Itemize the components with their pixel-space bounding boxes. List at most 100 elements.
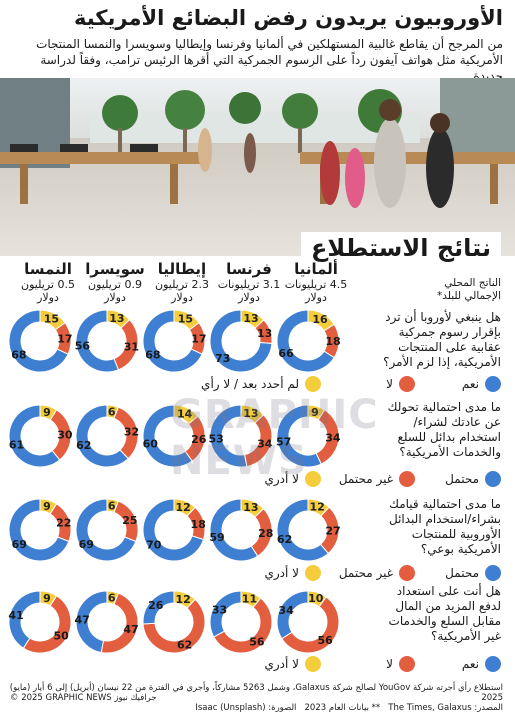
donut-slice — [276, 404, 322, 468]
donut-slice — [209, 309, 273, 373]
country-header-germany: ألمانيا 4.5 تريليونات دولار — [277, 260, 355, 304]
donut-slice — [281, 596, 340, 654]
donut-value-label: 17 — [191, 333, 206, 346]
donut-value-label: 6 — [108, 591, 116, 604]
donut-value-label: 11 — [242, 592, 257, 605]
legend-dot-icon — [399, 471, 415, 487]
legend-label: لا أدري — [264, 472, 299, 486]
country-gdp: 3.1 تريليونات دولار — [217, 278, 281, 304]
donut-slice — [213, 597, 273, 654]
donut-value-label: 9 — [311, 406, 319, 419]
donut-value-label: 57 — [276, 435, 291, 448]
legend-label: محتمل — [445, 472, 479, 486]
legend-question-4: نعم لا لا أدري — [0, 656, 515, 678]
donut-value-label: 30 — [57, 428, 73, 441]
donut-slice — [142, 404, 193, 468]
legend-item-yes: نعم — [462, 376, 501, 392]
question-4: هل أنت على استعداد لدفع المزيد من المال … — [388, 584, 501, 643]
donut-value-label: 59 — [209, 531, 224, 544]
donut-value-label: 26 — [191, 433, 207, 446]
donut-value-label: 18 — [325, 335, 340, 348]
page-subtitle: من المرجح أن يقاطع غالبية المستهلكين في … — [36, 37, 503, 83]
photo-credit: الصورة: Isaac (Unsplash) — [195, 703, 297, 713]
donut-slice — [75, 404, 129, 468]
donut-value-label: 13 — [243, 312, 258, 325]
donut-value-label: 22 — [56, 516, 71, 529]
donut-value-label: 61 — [9, 438, 24, 451]
donut-value-label: 28 — [258, 527, 273, 540]
donut-slice — [209, 404, 248, 468]
donut-value-label: 9 — [43, 406, 51, 419]
donut-value-label: 18 — [191, 518, 206, 531]
page-title: الأوروبيون يريدون رفض البضائع الأمريكية — [73, 6, 503, 30]
legend-dot-icon — [305, 471, 321, 487]
donut-slice — [142, 498, 205, 562]
legend-item-dont-know: لا أدري — [264, 471, 321, 487]
donut-value-label: 41 — [8, 609, 23, 622]
legend-dot-icon — [305, 656, 321, 672]
legend-dot-icon — [485, 656, 501, 672]
donut-slice — [209, 498, 259, 562]
country-name: ألمانيا — [294, 260, 338, 278]
donut-slice — [8, 404, 61, 468]
donut-value-label: 6 — [108, 499, 116, 512]
donut-value-label: 56 — [317, 634, 333, 647]
legend-label: نعم — [461, 657, 479, 671]
legend-dot-icon — [305, 376, 321, 392]
donut-value-label: 47 — [123, 623, 138, 636]
country-name: سويسرا — [85, 260, 145, 278]
donut-value-label: 69 — [79, 538, 94, 551]
donut-value-label: 13 — [257, 327, 272, 340]
legend-item-unlikely: غير محتمل — [339, 471, 415, 487]
donut-value-label: 47 — [74, 614, 89, 627]
legend-item-yes: نعم — [462, 656, 501, 672]
donut-value-label: 15 — [44, 313, 59, 326]
question-3: ما مدى احتمالية قيامك بشراء/استخدام البد… — [389, 497, 501, 556]
donut-value-label: 73 — [215, 352, 230, 365]
donut-value-label: 56 — [249, 635, 265, 648]
legend-item-no: لا — [386, 656, 415, 672]
legend-question-2: محتمل غير محتمل لا أدري — [0, 471, 515, 493]
donut-value-label: 12 — [176, 593, 191, 606]
donut-slice — [142, 598, 206, 654]
legend-item-unlikely: غير محتمل — [339, 565, 415, 581]
legend-dot-icon — [399, 565, 415, 581]
donut-value-label: 62 — [277, 533, 292, 546]
donut-value-label: 32 — [124, 425, 139, 438]
donut-slice — [276, 498, 330, 562]
donut-value-label: 15 — [178, 313, 193, 326]
donut-value-label: 12 — [176, 501, 191, 514]
donut-value-label: 12 — [309, 501, 324, 514]
legend-question-3: محتمل غير محتمل لا أدري — [0, 565, 515, 587]
donut-value-label: 50 — [53, 629, 69, 642]
country-header-switzerland: سويسرا 0.9 تريليون دولار — [76, 260, 154, 304]
legend-item-dont-know: لا أدري — [264, 656, 321, 672]
donut-slice — [276, 590, 309, 640]
country-name: النمسا — [24, 260, 72, 278]
donut-value-label: 26 — [148, 599, 164, 612]
gdp-label: الناتج المحلي الإجمالي للبلد* — [436, 277, 501, 302]
donut-value-label: 69 — [12, 538, 27, 551]
donut-value-label: 62 — [76, 439, 91, 452]
legend-dot-icon — [485, 376, 501, 392]
country-gdp: 0.9 تريليون دولار — [88, 278, 142, 304]
donut-value-label: 60 — [143, 438, 159, 451]
donut-value-label: 34 — [278, 604, 294, 617]
country-header-france: فرنسا 3.1 تريليونات دولار — [210, 260, 288, 304]
legend-item-likely: محتمل — [445, 471, 501, 487]
donut-value-label: 56 — [75, 340, 91, 353]
donut-value-label: 66 — [278, 347, 294, 360]
legend-dot-icon — [485, 471, 501, 487]
donut-value-label: 14 — [177, 407, 193, 420]
donut-slice — [8, 498, 70, 562]
source-line-2: المصدر: The Times, Galaxus ** بيانات الع… — [8, 703, 503, 713]
donut-value-label: 70 — [146, 539, 162, 552]
donut-value-label: 68 — [11, 348, 26, 361]
donut-value-label: 27 — [325, 524, 340, 537]
donut-value-label: 6 — [108, 405, 116, 418]
donut-slice — [8, 309, 69, 373]
donut-value-label: 16 — [312, 313, 328, 326]
watermark: GRAPHIC NEWS — [170, 392, 379, 484]
question-1: هل ينبغي لأوروبا أن ترد بإقرار رسوم جمرك… — [383, 310, 501, 369]
question-2: ما مدى احتمالية تحولك عن عادتك لشراء/است… — [387, 400, 501, 459]
